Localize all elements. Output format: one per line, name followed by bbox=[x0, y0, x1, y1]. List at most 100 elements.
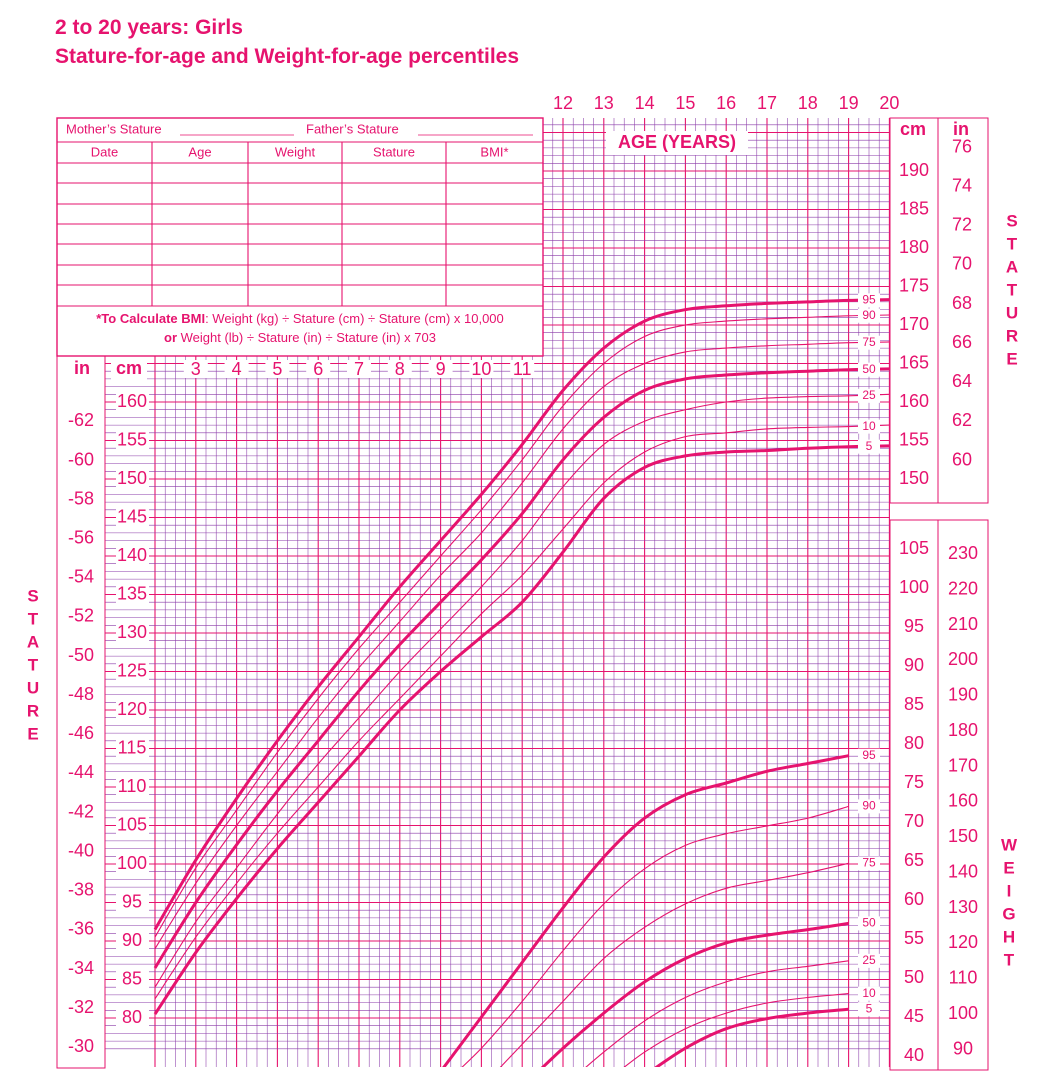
stature-side-letter: A bbox=[27, 632, 39, 651]
label-backdrop bbox=[116, 815, 149, 835]
label-backdrop bbox=[66, 802, 96, 822]
left-inch-tick: -56 bbox=[68, 528, 94, 548]
right-lb-tick: 190 bbox=[948, 685, 978, 705]
chart-title-line-1: 2 to 20 years: Girls bbox=[55, 16, 243, 39]
label-backdrop bbox=[306, 360, 331, 378]
right-lb-tick: 150 bbox=[948, 826, 978, 846]
left-inch-tick: -46 bbox=[68, 723, 94, 743]
label-backdrop bbox=[894, 430, 934, 450]
left-inch-tick: -34 bbox=[68, 958, 94, 978]
label-backdrop bbox=[66, 489, 96, 509]
right-lb-tick: 170 bbox=[948, 755, 978, 775]
right-kg-tick: 65 bbox=[904, 850, 924, 870]
label-backdrop bbox=[66, 998, 96, 1018]
label-backdrop bbox=[943, 1039, 983, 1059]
left-inch-tick: -62 bbox=[68, 410, 94, 430]
right-kg-tick: 40 bbox=[904, 1045, 924, 1065]
label-backdrop bbox=[66, 646, 96, 666]
age-tick-inner: 8 bbox=[395, 359, 405, 379]
left-inch-tick: -40 bbox=[68, 840, 94, 860]
label-backdrop bbox=[894, 539, 934, 558]
right-lb-tick: 110 bbox=[949, 968, 978, 988]
label-backdrop bbox=[943, 721, 983, 741]
label-backdrop bbox=[858, 953, 880, 968]
label-backdrop bbox=[116, 469, 149, 488]
right-lb-tick: 100 bbox=[948, 1003, 978, 1023]
stature-side-letter: E bbox=[27, 724, 38, 743]
right-lb-tick: 220 bbox=[948, 578, 978, 598]
label-backdrop bbox=[894, 695, 934, 714]
stature-side-letter: T bbox=[28, 609, 39, 628]
stature-side-letter-right: S bbox=[1006, 211, 1017, 230]
label-backdrop bbox=[858, 335, 880, 350]
right-inch-tick: 60 bbox=[952, 449, 972, 469]
right-inch-tick: 70 bbox=[952, 254, 972, 274]
label-backdrop bbox=[943, 650, 983, 670]
label-backdrop bbox=[943, 933, 983, 953]
label-backdrop bbox=[116, 1008, 149, 1027]
right-kg-tick: 55 bbox=[904, 928, 924, 948]
label-backdrop bbox=[66, 841, 96, 861]
label-backdrop bbox=[946, 254, 976, 274]
stature-side-letter: S bbox=[27, 586, 38, 605]
label-backdrop bbox=[946, 294, 976, 314]
stature-curve-p25 bbox=[154, 393, 890, 988]
weight-curve-label-p10: 10 bbox=[862, 986, 876, 1000]
stature-curve-label-p5: 5 bbox=[866, 439, 873, 453]
right-kg-tick: 95 bbox=[904, 616, 924, 636]
label-backdrop bbox=[116, 738, 149, 758]
weight-curve-label-p5: 5 bbox=[866, 1001, 873, 1015]
label-backdrop bbox=[858, 293, 880, 308]
label-backdrop bbox=[347, 360, 371, 378]
percentile-curves bbox=[153, 298, 890, 1067]
age-tick-top: 19 bbox=[839, 93, 859, 113]
age-tick-top: 16 bbox=[716, 93, 736, 113]
father-stature-label: Father’s Stature bbox=[306, 121, 399, 136]
right-lb-tick: 90 bbox=[953, 1038, 973, 1058]
chart-title-line-2: Stature-for-age and Weight-for-age perce… bbox=[55, 45, 520, 68]
label-backdrop bbox=[894, 617, 934, 636]
label-backdrop bbox=[943, 1004, 983, 1024]
right-cm-tick: 170 bbox=[899, 314, 929, 334]
label-backdrop bbox=[946, 372, 976, 392]
right-weight-scales: 40 45 50 55 60 65 70 75 80 85 90 95 100 105 90 100 110 12… bbox=[894, 538, 983, 1065]
right-cm-tick: 175 bbox=[899, 275, 929, 295]
stature-side-letter-right: U bbox=[1006, 303, 1018, 322]
left-inch-tick: -44 bbox=[68, 762, 94, 782]
label-backdrop bbox=[894, 161, 934, 180]
right-lb-tick: 130 bbox=[948, 897, 978, 917]
label-backdrop bbox=[894, 734, 934, 753]
left-cm-tick: 130 bbox=[117, 622, 147, 642]
label-backdrop bbox=[116, 623, 149, 642]
label-backdrop bbox=[894, 315, 934, 334]
label-backdrop bbox=[858, 799, 880, 814]
label-backdrop bbox=[894, 578, 934, 597]
stature-curve-label-p90: 90 bbox=[862, 308, 876, 322]
stature-curve-p90 bbox=[154, 314, 890, 938]
stature-side-letter-right: A bbox=[1006, 257, 1018, 276]
label-backdrop bbox=[111, 358, 147, 380]
right-inch-tick: 76 bbox=[952, 136, 972, 156]
label-backdrop bbox=[66, 724, 96, 744]
label-backdrop bbox=[469, 360, 494, 378]
right-inch-tick: 72 bbox=[952, 215, 972, 235]
label-backdrop bbox=[606, 131, 748, 155]
label-backdrop bbox=[116, 507, 149, 527]
stature-side-letter: R bbox=[27, 701, 39, 720]
left-inch-tick: -50 bbox=[68, 645, 94, 665]
label-backdrop bbox=[66, 685, 96, 705]
right-kg-tick: 105 bbox=[899, 538, 929, 558]
stature-curve-p95 bbox=[153, 298, 890, 931]
age-tick-top: 14 bbox=[635, 93, 655, 113]
weight-curve-p50 bbox=[540, 921, 849, 1067]
weight-curve-label-p50: 50 bbox=[862, 916, 876, 930]
right-kg-tick: 75 bbox=[904, 772, 924, 792]
age-tick-top: 13 bbox=[594, 93, 614, 113]
weight-side-letter: T bbox=[1004, 950, 1015, 969]
label-backdrop bbox=[66, 450, 96, 470]
right-lb-tick: 120 bbox=[948, 932, 978, 952]
stature-side-letter: U bbox=[27, 678, 39, 697]
record-table-header-stature: Stature bbox=[373, 144, 415, 159]
label-backdrop bbox=[894, 968, 934, 987]
